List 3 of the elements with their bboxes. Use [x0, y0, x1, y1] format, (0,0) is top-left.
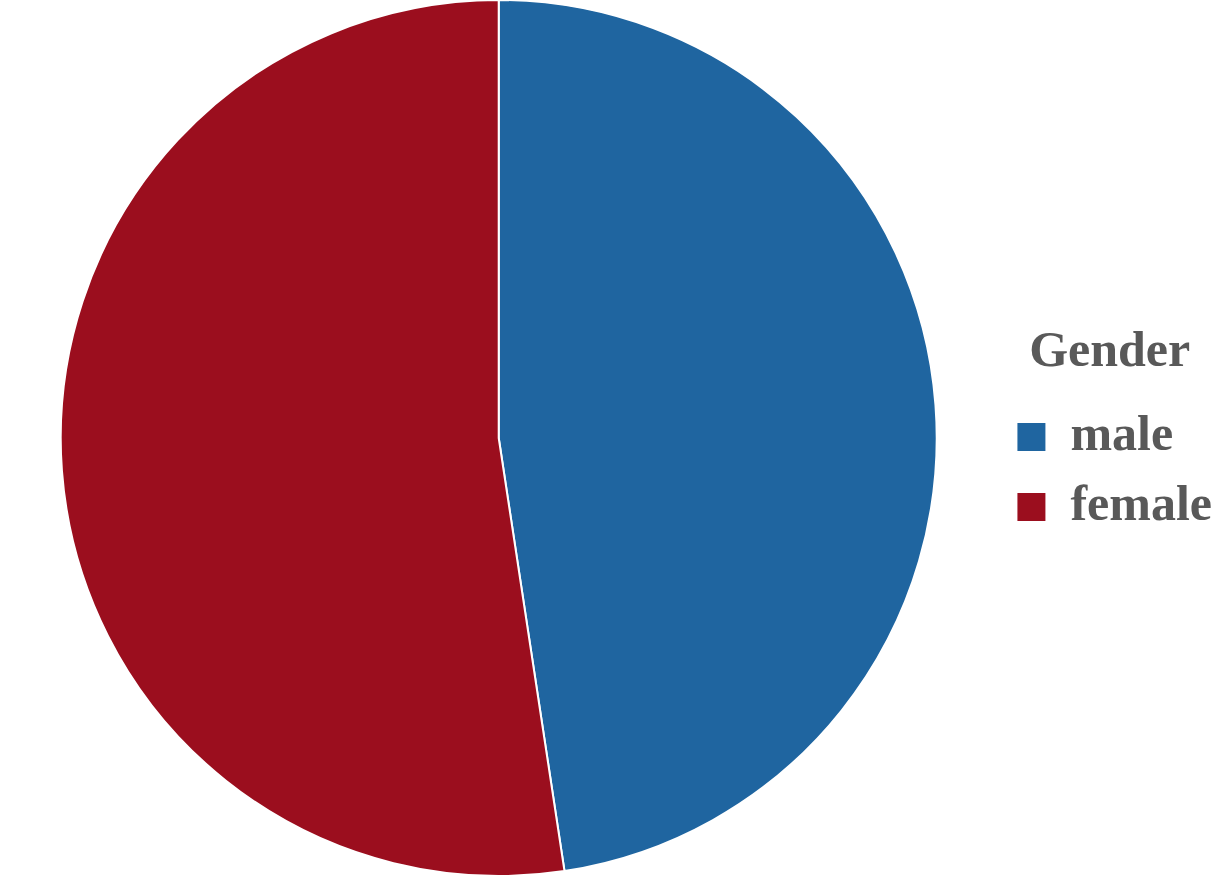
legend-title: Gender — [1029, 320, 1191, 377]
legend-label: male — [1070, 404, 1174, 461]
legend-label: female — [1070, 474, 1212, 531]
